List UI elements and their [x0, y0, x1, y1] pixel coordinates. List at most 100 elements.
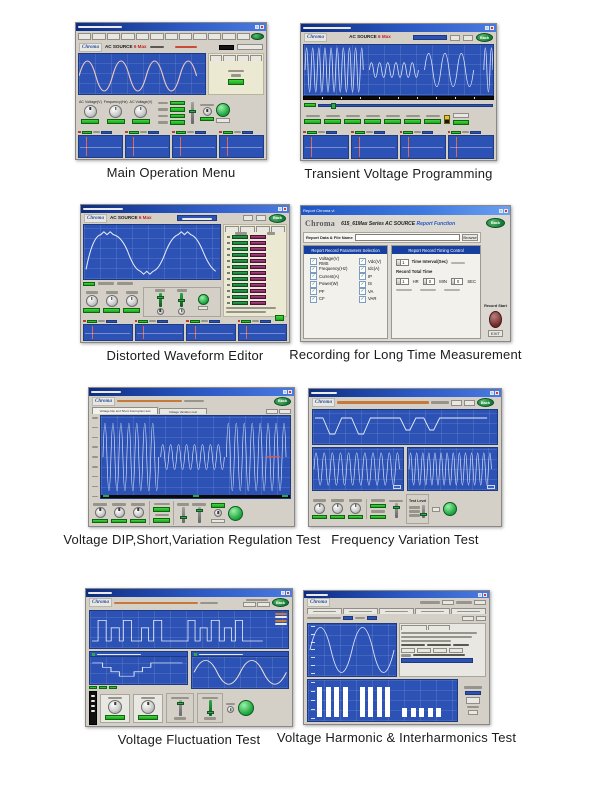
slider-handle[interactable] — [189, 110, 197, 114]
test-items-slider[interactable] — [206, 700, 214, 716]
minute-spinner[interactable]: 0 — [422, 278, 436, 286]
synthesis-waveform-button[interactable] — [177, 215, 218, 221]
subheader-button[interactable] — [462, 615, 474, 621]
measure-button[interactable] — [466, 696, 480, 704]
parameter-checkbox[interactable]: VAR — [359, 296, 381, 304]
order-button[interactable] — [433, 647, 447, 653]
window-buttons[interactable] — [281, 591, 290, 595]
plot-zoom-button[interactable] — [392, 485, 401, 489]
variation-mode-slider[interactable] — [392, 503, 400, 519]
ac-voltage-knob-2[interactable] — [134, 105, 148, 119]
harmonic-apply-button[interactable] — [275, 314, 284, 321]
minimize-icon[interactable] — [278, 207, 282, 211]
plot-zoom-button[interactable] — [487, 485, 495, 489]
fine-knob-2[interactable] — [178, 307, 185, 315]
freq-knob[interactable] — [350, 502, 361, 514]
minimize-icon[interactable] — [490, 391, 494, 395]
range-knob[interactable] — [202, 107, 212, 117]
hour-spinner[interactable]: 1 — [396, 278, 409, 286]
parameter-checkbox[interactable]: Voltage(V) RMS — [310, 257, 349, 266]
record-start-button[interactable] — [488, 311, 502, 328]
exit-button[interactable]: EXIT — [487, 330, 503, 337]
parameter-checkbox[interactable]: IS — [359, 281, 381, 289]
dip-knob[interactable] — [132, 506, 144, 518]
editor-knob[interactable] — [125, 294, 138, 307]
ok-button[interactable] — [198, 306, 209, 310]
window-buttons[interactable] — [255, 25, 264, 29]
confirm-button[interactable] — [197, 294, 209, 305]
spec-slider[interactable] — [176, 700, 184, 716]
green-slider-2[interactable] — [178, 292, 185, 307]
time-slider[interactable] — [318, 103, 493, 109]
harmonic-row[interactable] — [227, 253, 283, 258]
mode-button[interactable] — [453, 113, 469, 119]
harmonic-row[interactable] — [227, 283, 283, 288]
slider-handle[interactable] — [420, 512, 427, 516]
editor-knob[interactable] — [85, 294, 98, 307]
close-icon[interactable] — [483, 592, 487, 597]
order-button[interactable] — [401, 647, 415, 653]
test-tab[interactable] — [415, 608, 450, 614]
dip-knob[interactable] — [94, 506, 106, 518]
slider-handle[interactable] — [176, 701, 184, 705]
load-button[interactable] — [243, 215, 253, 221]
spinner-arrows[interactable] — [422, 278, 427, 286]
interval-value[interactable]: 1 — [399, 259, 409, 266]
header-field-2[interactable] — [474, 600, 486, 605]
toolbar-button[interactable] — [135, 33, 150, 40]
start-test-button[interactable] — [238, 700, 254, 716]
minimize-icon[interactable] — [499, 208, 503, 213]
test-level-slider[interactable] — [420, 504, 427, 518]
settings-tab[interactable] — [401, 625, 427, 630]
option-button[interactable] — [266, 409, 278, 414]
fluct-knob[interactable] — [108, 700, 122, 714]
minimize-icon[interactable] — [281, 591, 285, 595]
cursor-chip[interactable] — [99, 685, 107, 689]
toolbar-button[interactable] — [164, 33, 178, 40]
browse-button[interactable]: Browse — [462, 234, 478, 241]
window-buttons[interactable] — [283, 390, 292, 394]
slider-handle[interactable] — [331, 103, 337, 109]
toolbar-button[interactable] — [121, 33, 135, 40]
harmonic-row[interactable] — [227, 295, 283, 300]
slider-handle[interactable] — [195, 509, 203, 513]
close-icon[interactable] — [288, 390, 292, 394]
test-tab[interactable] — [451, 608, 486, 614]
close-icon[interactable] — [283, 207, 287, 211]
tab-variation[interactable]: Voltage Variation test — [159, 408, 207, 414]
harmonic-tab[interactable] — [240, 226, 255, 232]
parameter-checkbox[interactable]: Frequency(Hz) — [310, 266, 349, 274]
close-icon[interactable] — [490, 26, 494, 30]
back-button[interactable]: Back — [476, 33, 493, 42]
interval-spinner[interactable]: 1 — [396, 259, 409, 266]
window-buttons[interactable] — [490, 391, 499, 395]
fine-knob-1[interactable] — [156, 307, 164, 315]
harmonic-row[interactable] — [227, 277, 283, 282]
toolbar-button[interactable] — [236, 33, 251, 40]
minimize-icon[interactable] — [283, 390, 287, 394]
toolbar-button[interactable] — [78, 33, 92, 40]
close-icon[interactable] — [286, 591, 290, 595]
back-button[interactable]: Back — [269, 213, 286, 223]
test-tab[interactable] — [307, 608, 342, 614]
cursor-marker[interactable] — [282, 495, 288, 497]
parameter-checkbox[interactable]: IP — [359, 273, 381, 281]
back-button[interactable]: Back — [272, 598, 289, 608]
mode-slider[interactable] — [195, 506, 203, 523]
harmonic-row[interactable] — [227, 247, 283, 252]
second-value[interactable]: 0 — [454, 278, 464, 286]
apply-button[interactable] — [228, 78, 244, 85]
option-button-2[interactable] — [257, 602, 270, 608]
minimize-icon[interactable] — [478, 592, 482, 597]
second-spinner[interactable]: 0 — [450, 278, 464, 286]
option-button[interactable] — [450, 399, 462, 406]
test-tab[interactable] — [379, 608, 414, 614]
toolbar-button[interactable] — [222, 33, 236, 40]
spinner-arrows[interactable] — [396, 278, 400, 286]
dropdown-select[interactable] — [237, 44, 263, 50]
settings-tab-2[interactable] — [428, 625, 450, 630]
settings-tab[interactable] — [236, 55, 249, 61]
parameter-checkbox[interactable]: Vdc(V) — [359, 258, 381, 266]
minimize-icon[interactable] — [485, 26, 489, 30]
parameter-checkbox[interactable]: VA — [359, 288, 381, 296]
